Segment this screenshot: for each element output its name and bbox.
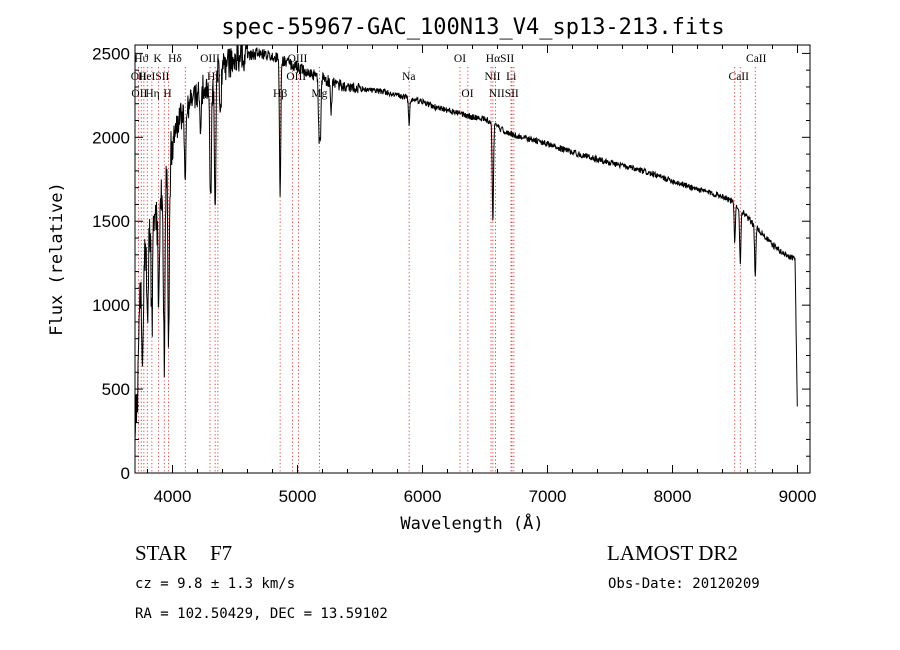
x-tick-label: 4000 (154, 487, 192, 506)
line-label: NIISII (489, 88, 519, 100)
line-label: Hη (145, 88, 159, 100)
x-tick-label: 8000 (654, 487, 692, 506)
line-label: Hβ (273, 88, 287, 100)
line-label: OI (461, 88, 473, 100)
line-label: HeISII (138, 71, 169, 83)
x-axis-label: Wavelength (Å) (400, 512, 543, 534)
y-tick-label: 2500 (92, 44, 130, 63)
line-label: NII (485, 71, 501, 83)
observation-date: Obs-Date: 20120209 (608, 576, 760, 592)
y-axis-label: Flux (relative) (47, 182, 67, 336)
x-tick-label: 5000 (279, 487, 317, 506)
x-tick-label: 6000 (404, 487, 442, 506)
line-label: Hϑ (134, 53, 148, 65)
y-tick-label: 2000 (92, 128, 130, 147)
redshift-cz: cz = 9.8 ± 1.3 km/s (135, 576, 295, 592)
line-markers (138, 67, 755, 473)
line-label: CaII (729, 71, 750, 83)
ra-dec: RA = 102.50429, DEC = 13.59102 (135, 606, 388, 622)
y-tick-label: 500 (102, 380, 130, 399)
line-label: Mg (311, 88, 327, 100)
line-label: Hγ (207, 71, 220, 83)
spectral-subclass: F7 (210, 541, 232, 566)
x-tick-label: 7000 (529, 487, 567, 506)
y-tick-label: 0 (121, 464, 130, 483)
line-label: OIII (200, 53, 220, 65)
chart-title: spec-55967-GAC_100N13_V4_sp13-213.fits (221, 15, 724, 40)
line-label: Na (402, 71, 415, 83)
plot-frame (135, 45, 810, 473)
x-tick-label: 9000 (779, 487, 817, 506)
line-label: K (153, 53, 162, 65)
line-label: Li (506, 71, 516, 83)
y-tick-label: 1000 (92, 296, 130, 315)
line-label: CaII (746, 53, 767, 65)
y-tick-label: 1500 (92, 212, 130, 231)
line-label: HαSII (486, 53, 515, 65)
spectrum-line (135, 45, 797, 442)
object-type: STAR (135, 541, 187, 566)
line-label: Hδ (168, 53, 182, 65)
line-label: OI (454, 53, 466, 65)
line-label: H (163, 88, 171, 100)
survey-name: LAMOST DR2 (607, 541, 738, 566)
